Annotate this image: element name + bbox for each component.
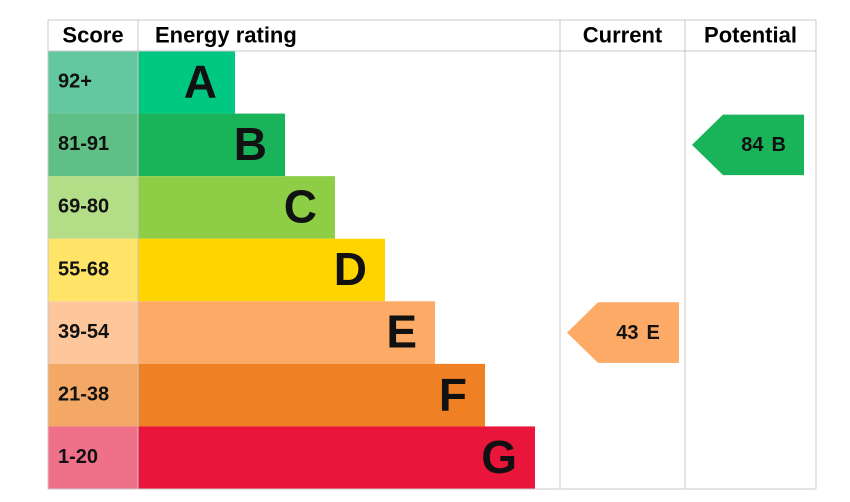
score-label: 55-68 <box>58 258 109 280</box>
score-label: 81-91 <box>58 133 109 155</box>
rating-letter: F <box>439 368 467 420</box>
rating-letter: D <box>334 243 367 295</box>
current-value: 43 <box>616 322 638 344</box>
score-cell <box>48 426 138 489</box>
header-potential: Potential <box>704 22 797 47</box>
score-cell <box>48 301 138 364</box>
rating-bar <box>138 363 485 427</box>
current-letter: E <box>647 322 660 344</box>
header-score: Score <box>62 22 123 47</box>
score-cell <box>48 238 138 302</box>
score-cell <box>48 113 138 177</box>
current-arrow <box>567 302 679 363</box>
rating-bar <box>138 113 285 177</box>
rating-letter: B <box>234 118 267 170</box>
rating-bar <box>138 301 435 364</box>
header-rating: Energy rating <box>155 22 297 47</box>
score-label: 21-38 <box>58 383 109 405</box>
score-label: 39-54 <box>58 321 110 343</box>
rating-letter: E <box>386 306 417 358</box>
rating-bar <box>138 176 335 239</box>
score-label: 69-80 <box>58 196 109 218</box>
potential-arrow <box>692 114 804 176</box>
rating-letter: G <box>481 431 517 483</box>
rating-bar <box>138 238 385 302</box>
score-label: 1-20 <box>58 446 98 468</box>
rating-letter: A <box>184 55 217 107</box>
header-current: Current <box>583 22 663 47</box>
score-cell <box>48 176 138 239</box>
score-label: 92+ <box>58 71 92 93</box>
score-cell <box>48 51 138 114</box>
rating-bar <box>138 51 235 114</box>
potential-value: 84 <box>741 134 764 156</box>
potential-letter: B <box>772 134 786 156</box>
rating-bar <box>138 426 535 489</box>
rating-letter: C <box>284 181 317 233</box>
score-cell <box>48 363 138 427</box>
